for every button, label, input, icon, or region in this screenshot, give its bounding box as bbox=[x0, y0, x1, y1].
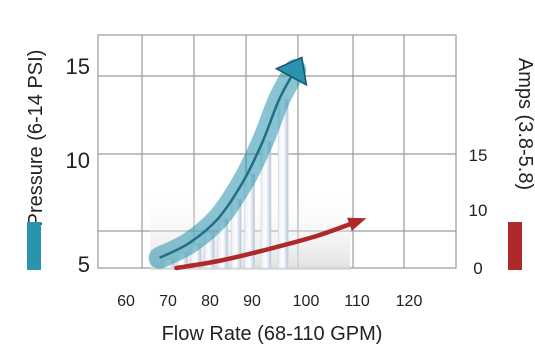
x-tick-label: 90 bbox=[243, 293, 261, 310]
y-right-tick-label: 10 bbox=[469, 201, 488, 220]
x-tick-label: 120 bbox=[396, 293, 423, 310]
pressure-series-arrowhead bbox=[274, 56, 308, 87]
x-tick-label: 60 bbox=[117, 293, 135, 310]
x-tick-label: 80 bbox=[201, 293, 219, 310]
amps-series-line bbox=[174, 219, 360, 271]
y-right-tick-label: 15 bbox=[469, 146, 488, 165]
x-tick-label: 70 bbox=[159, 293, 177, 310]
pressure-legend-swatch bbox=[27, 222, 41, 270]
y-left-tick-label: 10 bbox=[66, 148, 90, 173]
x-axis-title: Flow Rate (68-110 GPM) bbox=[162, 323, 383, 345]
y-left-axis-title: Pressure (6-14 PSI) bbox=[25, 50, 47, 227]
pressure-series-line bbox=[159, 69, 297, 259]
plot-area bbox=[97, 34, 457, 270]
amps-series-arrowhead bbox=[347, 217, 367, 231]
y-left-tick-label: 5 bbox=[78, 252, 90, 277]
x-tick-label: 110 bbox=[344, 293, 370, 310]
y-right-tick-label: 0 bbox=[473, 259, 482, 278]
x-tick-label: 100 bbox=[293, 293, 320, 310]
y-right-axis-ticks: 0 10 15 bbox=[469, 146, 488, 278]
amps-legend-swatch bbox=[508, 222, 522, 270]
y-left-tick-label: 15 bbox=[66, 54, 90, 79]
x-axis-ticks: 60 70 80 90 100 110 120 bbox=[117, 293, 422, 310]
y-right-axis-title: Amps (3.8-5.8) bbox=[514, 58, 535, 190]
y-left-axis-ticks: 5 10 15 bbox=[66, 54, 90, 277]
